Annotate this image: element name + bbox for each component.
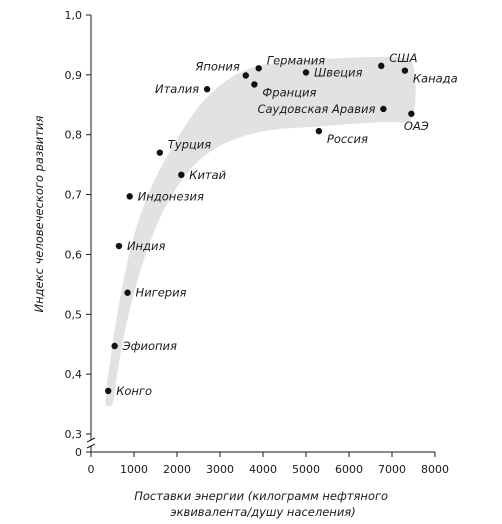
point-label: Саудовская Аравия: [257, 102, 375, 116]
point-label: Турция: [168, 138, 211, 152]
y-tick-label: 0,9: [65, 69, 83, 82]
x-tick-label: 4000: [249, 463, 277, 476]
x-tick-label: 3000: [206, 463, 234, 476]
x-axis-title: Поставки энергии (килограмм нефтяного эк…: [134, 489, 391, 519]
data-point: [315, 127, 323, 135]
point-label: Индонезия: [138, 189, 204, 203]
point-label: Китай: [189, 168, 226, 182]
data-point: [251, 81, 258, 88]
x-tick-label: 7000: [378, 463, 406, 476]
data-point: [408, 110, 415, 117]
y-tick-label: 0: [75, 446, 82, 459]
data-point: [302, 69, 310, 76]
data-point: [115, 242, 123, 250]
data-point: [255, 65, 262, 72]
x-tick-label: 6000: [335, 463, 363, 476]
y-axis-break-mark: [86, 437, 96, 443]
y-tick-label: 0,3: [65, 428, 83, 441]
x-axis-title-line-1: Поставки энергии (килограмм нефтяного: [134, 489, 388, 503]
data-point: [105, 387, 112, 395]
point-label: Нигерия: [136, 286, 187, 300]
point-label: ОАЭ: [404, 119, 429, 133]
x-axis-title-line-2: эквивалента/душу населения): [170, 505, 355, 519]
data-points: Конго Эфиопия Нигерия Индия Индонезия Китай Ту…: [105, 51, 458, 398]
x-tick-label: 1000: [120, 463, 148, 476]
data-point: [124, 289, 131, 296]
x-tick-label: 2000: [163, 463, 191, 476]
data-point: [401, 67, 409, 74]
data-point: [203, 86, 211, 93]
y-tick-label: 0,5: [65, 308, 83, 321]
point-label: Швеция: [314, 65, 362, 79]
axes: 0 1000 2000 3000 4000 5000 6000 7000 8000 0 0,3 0,4…: [65, 9, 450, 476]
data-point: [242, 72, 249, 79]
x-tick-label: 5000: [292, 463, 320, 476]
point-label: Германия: [267, 53, 325, 67]
trend-band: [105, 56, 416, 407]
point-label: Италия: [155, 82, 199, 96]
point-label: Эфиопия: [122, 339, 177, 353]
y-tick-label: 0,8: [65, 129, 83, 142]
y-tick-label: 0,7: [65, 189, 83, 202]
data-point: [378, 62, 385, 70]
x-tick-label: 0: [88, 463, 95, 476]
point-label: Франция: [262, 85, 316, 99]
y-tick-label: 0,6: [65, 248, 83, 261]
x-tick-label: 8000: [421, 463, 449, 476]
data-point: [178, 171, 185, 179]
y-axis-break-mark: [86, 443, 96, 449]
point-label: Россия: [327, 132, 368, 146]
point-label: Индия: [127, 239, 166, 253]
point-label: Япония: [194, 59, 240, 73]
point-label: Конго: [116, 384, 152, 398]
y-tick-label: 0,4: [65, 368, 83, 381]
data-point: [111, 342, 118, 350]
data-point: [126, 193, 133, 200]
point-label: США: [389, 51, 417, 65]
data-point: [380, 105, 387, 113]
data-point: [156, 149, 163, 156]
y-axis-title: Индекс человеческого развития: [32, 115, 46, 312]
y-tick-label: 1,0: [65, 9, 83, 22]
point-label: Канада: [413, 72, 458, 86]
